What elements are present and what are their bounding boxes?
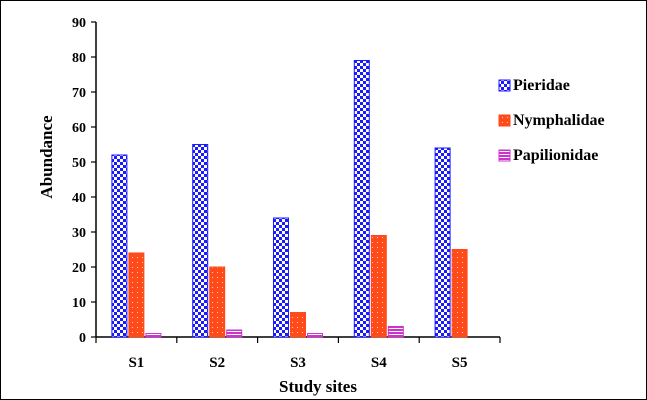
x-tick-label: S2 — [209, 355, 225, 371]
bar-pieridae-s3 — [273, 217, 289, 338]
bar-nymphalidae-s1 — [128, 252, 145, 338]
y-tick-label: 70 — [72, 86, 86, 101]
bar-papilionidae-s3 — [307, 333, 323, 338]
y-tick-label: 80 — [72, 51, 86, 66]
legend-label-nymphalidae: Nymphalidae — [513, 112, 605, 129]
bar-papilionidae-s1 — [145, 333, 162, 338]
x-tick-label: S3 — [290, 355, 306, 371]
y-tick-label: 60 — [72, 121, 86, 136]
legend-label-papilionidae: Papilionidae — [513, 147, 598, 164]
legend-swatch-papilionidae — [498, 149, 511, 162]
bar-papilionidae-s4 — [387, 326, 404, 338]
y-tick-label: 10 — [72, 296, 86, 311]
legend: Pieridae Nymphalidae Papilionidae — [498, 77, 605, 164]
bar-nymphalidae-s2 — [209, 266, 226, 338]
x-axis-label: Study sites — [279, 377, 357, 396]
y-tick-label: 50 — [72, 156, 86, 171]
x-tick-label: S5 — [452, 355, 468, 371]
x-tick-label: S4 — [371, 355, 387, 371]
bars — [111, 60, 468, 338]
x-axis-ticks: S1 S2 S3 S4 S5 — [95, 337, 501, 371]
bar-pieridae-s1 — [111, 154, 128, 338]
y-axis-ticks: 0 10 20 30 40 50 60 70 80 90 — [72, 16, 96, 346]
bar-nymphalidae-s3 — [290, 312, 306, 338]
y-tick-label: 20 — [72, 261, 86, 276]
bar-nymphalidae-s5 — [451, 249, 468, 338]
y-tick-label: 30 — [72, 226, 86, 241]
legend-swatch-pieridae — [498, 79, 511, 92]
legend-swatch-nymphalidae — [498, 114, 511, 127]
bar-papilionidae-s2 — [226, 329, 243, 338]
y-tick-label: 40 — [72, 191, 86, 206]
y-tick-label: 0 — [79, 331, 86, 346]
bar-pieridae-s5 — [434, 147, 451, 338]
bar-nymphalidae-s4 — [370, 235, 387, 338]
y-tick-label: 90 — [72, 16, 86, 31]
bar-pieridae-s2 — [192, 144, 209, 338]
y-axis-label: Abundance — [37, 115, 56, 199]
x-tick-label: S1 — [128, 355, 144, 371]
legend-label-pieridae: Pieridae — [513, 77, 570, 94]
bar-pieridae-s4 — [353, 60, 370, 338]
